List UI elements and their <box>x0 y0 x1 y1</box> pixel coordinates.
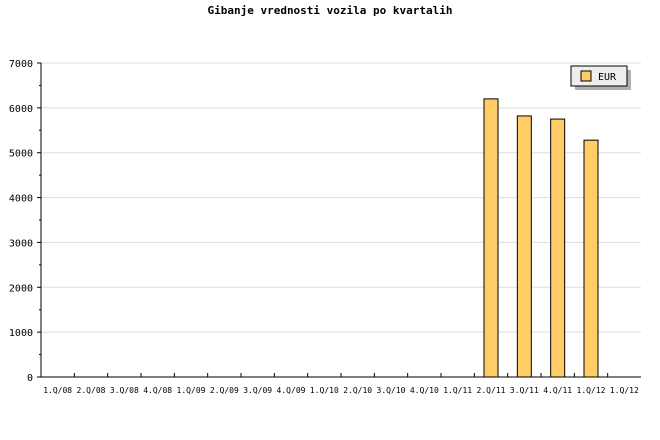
legend-label: EUR <box>598 72 617 83</box>
x-tick-label: 2.Q/09 <box>210 386 239 395</box>
x-tick-label: 1.Q/12 <box>577 386 606 395</box>
y-tick-label: 6000 <box>9 104 33 115</box>
x-tick-label: 2.Q/10 <box>343 386 372 395</box>
bar <box>583 139 599 378</box>
x-tick-label: 1.Q/08 <box>43 386 72 395</box>
y-tick-label: 2000 <box>9 283 33 294</box>
bar <box>483 98 499 378</box>
legend-swatch <box>580 70 592 82</box>
x-tick-label: 1.Q/12 <box>610 386 639 395</box>
y-tick-label: 7000 <box>9 59 33 70</box>
x-tick-label: 1.Q/09 <box>177 386 206 395</box>
x-tick-label: 3.Q/09 <box>243 386 272 395</box>
legend: EUR <box>570 65 631 90</box>
x-tick-label: 4.Q/09 <box>277 386 306 395</box>
x-tick-label: 4.Q/08 <box>143 386 172 395</box>
y-tick-label: 3000 <box>9 238 33 249</box>
x-tick-label: 4.Q/11 <box>543 386 572 395</box>
x-tick-label: 3.Q/10 <box>377 386 406 395</box>
x-tick-label: 2.Q/08 <box>77 386 106 395</box>
y-tick-label: 5000 <box>9 149 33 160</box>
y-tick-label: 1000 <box>9 328 33 339</box>
x-tick-label: 1.Q/10 <box>310 386 339 395</box>
x-tick-label: 1.Q/11 <box>443 386 472 395</box>
x-tick-label: 3.Q/11 <box>510 386 539 395</box>
y-tick-label: 4000 <box>9 194 33 205</box>
x-tick-label: 3.Q/08 <box>110 386 139 395</box>
bar <box>550 118 566 378</box>
x-tick-label: 4.Q/10 <box>410 386 439 395</box>
bar <box>516 115 532 378</box>
chart-title: Gibanje vrednosti vozila po kvartalih <box>207 4 452 17</box>
x-tick-label: 2.Q/11 <box>477 386 506 395</box>
y-tick-label: 0 <box>27 373 33 384</box>
